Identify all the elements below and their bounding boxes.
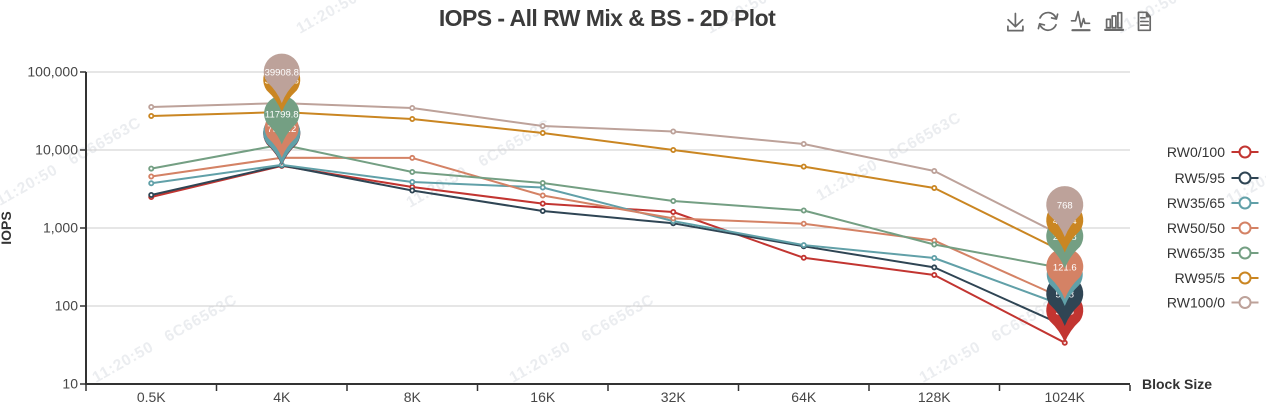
svg-text:39908.8: 39908.8 bbox=[265, 68, 299, 79]
svg-text:1,000: 1,000 bbox=[43, 220, 78, 236]
svg-text:11:20:50 6C66563C: 11:20:50 6C66563C bbox=[0, 114, 144, 209]
svg-text:1024K: 1024K bbox=[1045, 389, 1086, 405]
svg-text:128K: 128K bbox=[918, 389, 951, 405]
svg-text:4K: 4K bbox=[273, 389, 291, 405]
svg-text:100: 100 bbox=[55, 298, 79, 314]
svg-text:IOPS - All RW Mix & BS - 2D Pl: IOPS - All RW Mix & BS - 2D Plot bbox=[439, 5, 776, 31]
svg-text:Block Size: Block Size bbox=[1142, 376, 1212, 392]
svg-text:11:20:50 6C66563C: 11:20:50 6C66563C bbox=[1224, 113, 1266, 208]
svg-text:RW100/0: RW100/0 bbox=[1167, 295, 1225, 311]
svg-text:11:20:50 6C66563C: 11:20:50 6C66563C bbox=[814, 109, 965, 204]
svg-text:RW5/95: RW5/95 bbox=[1175, 170, 1226, 186]
svg-text:RW95/5: RW95/5 bbox=[1175, 270, 1226, 286]
svg-text:11:20:50 6C66563C: 11:20:50 6C66563C bbox=[1114, 0, 1265, 37]
svg-text:11799.8: 11799.8 bbox=[265, 110, 299, 121]
svg-text:10,000: 10,000 bbox=[35, 142, 78, 158]
svg-text:RW50/50: RW50/50 bbox=[1167, 220, 1225, 236]
svg-text:8K: 8K bbox=[404, 389, 422, 405]
svg-text:768: 768 bbox=[1057, 201, 1073, 212]
svg-text:RW35/65: RW35/65 bbox=[1167, 195, 1225, 211]
svg-text:16K: 16K bbox=[530, 389, 556, 405]
svg-text:11:20:50 6C66563C: 11:20:50 6C66563C bbox=[404, 116, 555, 211]
svg-text:32K: 32K bbox=[661, 389, 687, 405]
svg-text:11:20:50 6C66563C: 11:20:50 6C66563C bbox=[294, 0, 445, 37]
svg-text:10: 10 bbox=[62, 376, 78, 392]
svg-text:RW65/35: RW65/35 bbox=[1167, 245, 1225, 261]
svg-text:0.5K: 0.5K bbox=[137, 389, 166, 405]
svg-text:64K: 64K bbox=[791, 389, 817, 405]
svg-text:IOPS: IOPS bbox=[0, 211, 14, 244]
svg-text:100,000: 100,000 bbox=[27, 64, 78, 80]
svg-text:RW0/100: RW0/100 bbox=[1167, 144, 1225, 160]
